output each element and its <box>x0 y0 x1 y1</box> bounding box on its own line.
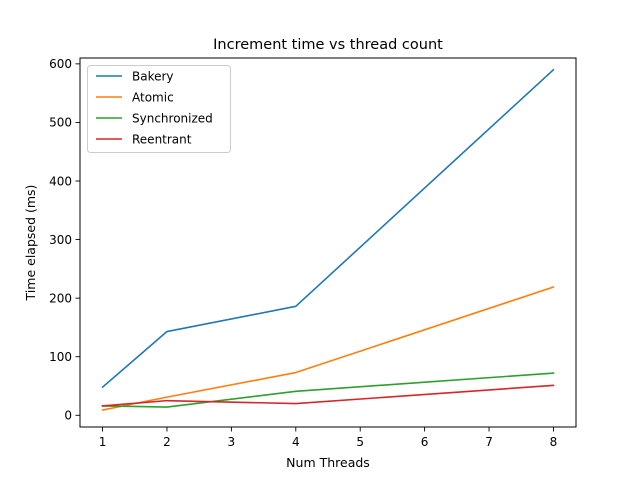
x-tick-label: 7 <box>485 435 493 449</box>
legend-label-reentrant: Reentrant <box>132 133 192 147</box>
legend-label-synchronized: Synchronized <box>132 112 213 126</box>
plot-area <box>101 68 555 411</box>
y-tick-label: 100 <box>49 350 72 364</box>
axes-frame <box>79 57 577 428</box>
series-line-reentrant <box>101 384 555 407</box>
x-tick-label: 1 <box>99 435 107 449</box>
y-tick-label: 600 <box>49 57 72 71</box>
x-tick-label: 3 <box>228 435 236 449</box>
series-line-bakery <box>101 68 555 389</box>
y-tick-label: 200 <box>49 291 72 305</box>
y-axis-label: Time elapsed (ms) <box>23 185 38 302</box>
series-line-synchronized <box>101 372 555 408</box>
legend-label-atomic: Atomic <box>132 91 174 105</box>
x-axis: 1 2 3 4 5 6 7 8 <box>99 427 558 449</box>
y-axis: 0 100 200 300 400 500 600 <box>49 57 80 423</box>
y-tick-label: 300 <box>49 233 72 247</box>
x-tick-label: 8 <box>550 435 558 449</box>
y-tick-label: 400 <box>49 174 72 188</box>
x-tick-label: 6 <box>421 435 429 449</box>
x-tick-label: 2 <box>163 435 171 449</box>
legend: Bakery Atomic Synchronized Reentrant <box>87 65 231 153</box>
y-tick-label: 0 <box>64 409 72 423</box>
legend-label-bakery: Bakery <box>132 70 174 84</box>
chart-title: Increment time vs thread count <box>213 37 443 53</box>
y-tick-label: 500 <box>49 116 72 130</box>
legend-box <box>87 65 231 153</box>
x-tick-label: 4 <box>292 435 300 449</box>
x-tick-label: 5 <box>356 435 364 449</box>
x-axis-label: Num Threads <box>286 455 370 470</box>
